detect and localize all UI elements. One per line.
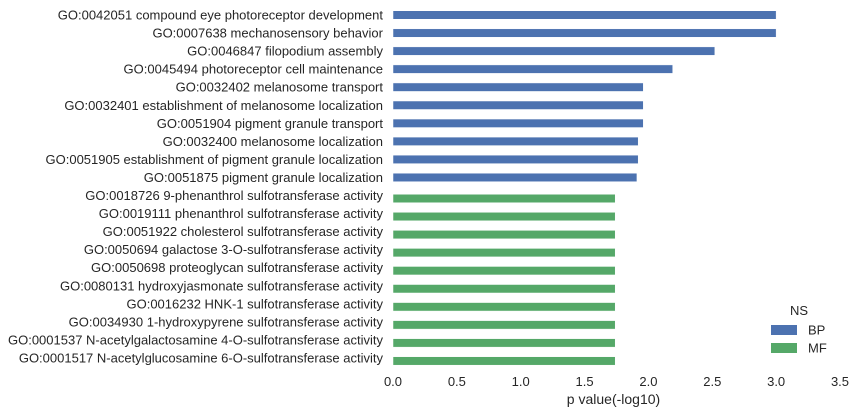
legend-title: NS (790, 303, 808, 318)
bar-bp (392, 118, 644, 128)
category-label: GO:0051905 establishment of pigment gran… (46, 152, 384, 167)
bar-mf (392, 338, 616, 348)
category-label: GO:0032401 establishment of melanosome l… (64, 98, 383, 113)
x-axis-title: p value(-log10) (567, 391, 660, 407)
x-tick-labels: 0.0 0.5 1.0 1.5 2.0 2.5 3.0 3.5 (384, 374, 849, 389)
bar-bp (392, 172, 638, 182)
category-label: GO:0042051 compound eye photoreceptor de… (58, 8, 384, 23)
x-tick-label: 3.0 (767, 374, 785, 389)
bar-bp (392, 10, 777, 20)
bar-mf (392, 266, 616, 276)
category-label: GO:0032402 melanosome transport (176, 80, 384, 95)
bar-mf (392, 212, 616, 222)
bar-bp (392, 28, 777, 38)
category-label: GO:0051904 pigment granule transport (157, 116, 384, 131)
bar-bp (392, 46, 716, 56)
bar-mf (392, 302, 616, 312)
legend: NS BP MF (771, 303, 827, 356)
category-label: GO:0001537 N-acetylgalactosamine 4-O-sul… (8, 332, 384, 347)
bar-mf (392, 248, 616, 258)
category-label: GO:0016232 HNK-1 sulfotransferase activi… (126, 296, 383, 311)
x-tick-label: 0.0 (384, 374, 402, 389)
category-label: GO:0051875 pigment granule localization (144, 170, 383, 185)
bar-bp (392, 154, 639, 164)
bar-mf (392, 284, 616, 294)
legend-label: MF (808, 341, 827, 356)
bar-bp (392, 136, 639, 146)
legend-swatch-bp (771, 325, 797, 335)
category-label: GO:0051922 cholesterol sulfotransferase … (103, 224, 384, 239)
bars (392, 10, 777, 366)
bar-mf (392, 194, 616, 203)
category-label: GO:0019111 phenanthrol sulfotransferase … (99, 206, 384, 221)
x-tick-label: 1.5 (576, 374, 594, 389)
category-label: GO:0050694 galactose 3-O-sulfotransferas… (84, 242, 384, 257)
category-label: GO:0018726 9-phenanthrol sulfotransferas… (85, 188, 383, 203)
bar-bp (392, 100, 644, 110)
category-label: GO:0034930 1-hydroxypyrene sulfotransfer… (69, 314, 384, 329)
legend-items: BP MF (771, 323, 827, 356)
bar-bp (392, 64, 673, 74)
bar-mf (392, 320, 616, 330)
category-label: GO:0046847 filopodium assembly (187, 44, 383, 59)
bar-mf (392, 356, 616, 366)
category-labels: GO:0042051 compound eye photoreceptor de… (8, 8, 384, 366)
category-label: GO:0050698 proteoglycan sulfotransferase… (91, 260, 383, 275)
bar-mf (392, 230, 616, 240)
x-tick-label: 1.0 (512, 374, 530, 389)
category-label: GO:0080131 hydroxyjasmonate sulfotransfe… (60, 278, 384, 293)
x-tick-label: 2.0 (639, 374, 657, 389)
legend-label: BP (808, 323, 825, 338)
x-tick-label: 2.5 (703, 374, 721, 389)
category-label: GO:0001517 N-acetylglucosamine 6-O-sulfo… (19, 350, 384, 365)
bar-bp (392, 82, 644, 92)
x-tick-label: 0.5 (448, 374, 466, 389)
category-label: GO:0007638 mechanosensory behavior (152, 26, 383, 41)
category-label: GO:0032400 melanosome localization (163, 134, 383, 149)
x-tick-label: 3.5 (831, 374, 849, 389)
category-label: GO:0045494 photoreceptor cell maintenanc… (124, 62, 383, 77)
legend-swatch-mf (771, 343, 797, 353)
